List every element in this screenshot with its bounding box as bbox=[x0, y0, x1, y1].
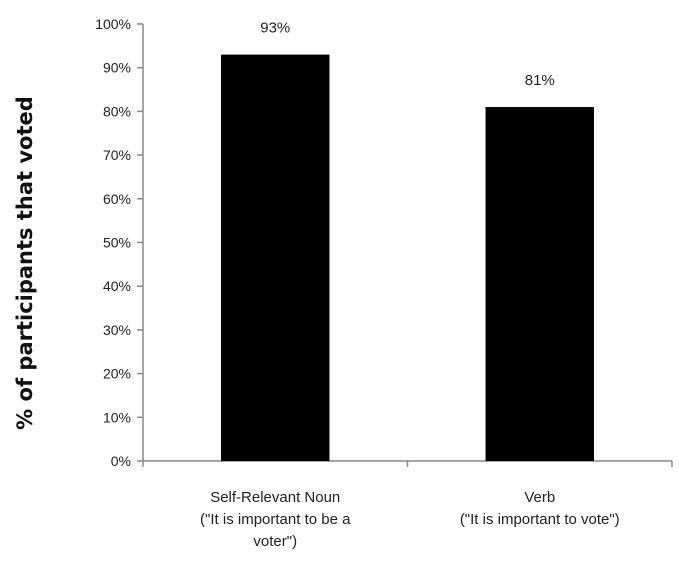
y-tick-label: 30% bbox=[103, 322, 131, 338]
y-tick-label: 0% bbox=[111, 453, 131, 469]
labels: 93% Self-Relevant Noun ("It is important t… bbox=[200, 20, 620, 550]
x-category-label: Self-Relevant Noun bbox=[210, 489, 340, 506]
y-tick-label: 60% bbox=[103, 191, 131, 207]
x-category-label: ("It is important to be a bbox=[200, 511, 351, 528]
y-tick-label: 80% bbox=[103, 103, 131, 119]
y-tick-label: 90% bbox=[103, 60, 131, 76]
axes: 0% 10% 20% 30% 40% 50% 60% 70% 80% 90% 100% bbox=[95, 16, 673, 469]
y-axis-title: % of participants that voted bbox=[13, 96, 37, 430]
data-label: 81% bbox=[525, 72, 555, 89]
y-tick-label: 100% bbox=[95, 16, 131, 32]
y-tick-label: 40% bbox=[103, 278, 131, 294]
y-tick-label: 10% bbox=[103, 409, 131, 425]
y-tick-label: 70% bbox=[103, 147, 131, 163]
x-category-label: ("It is important to vote") bbox=[460, 511, 620, 528]
bars bbox=[221, 54, 594, 462]
y-tick-label: 50% bbox=[103, 235, 131, 251]
data-label: 93% bbox=[260, 20, 290, 37]
x-category-label: voter") bbox=[253, 533, 297, 550]
bar bbox=[485, 107, 594, 461]
bar bbox=[221, 54, 330, 462]
x-category-label: Verb bbox=[524, 489, 555, 506]
y-tick-label: 20% bbox=[103, 366, 131, 382]
